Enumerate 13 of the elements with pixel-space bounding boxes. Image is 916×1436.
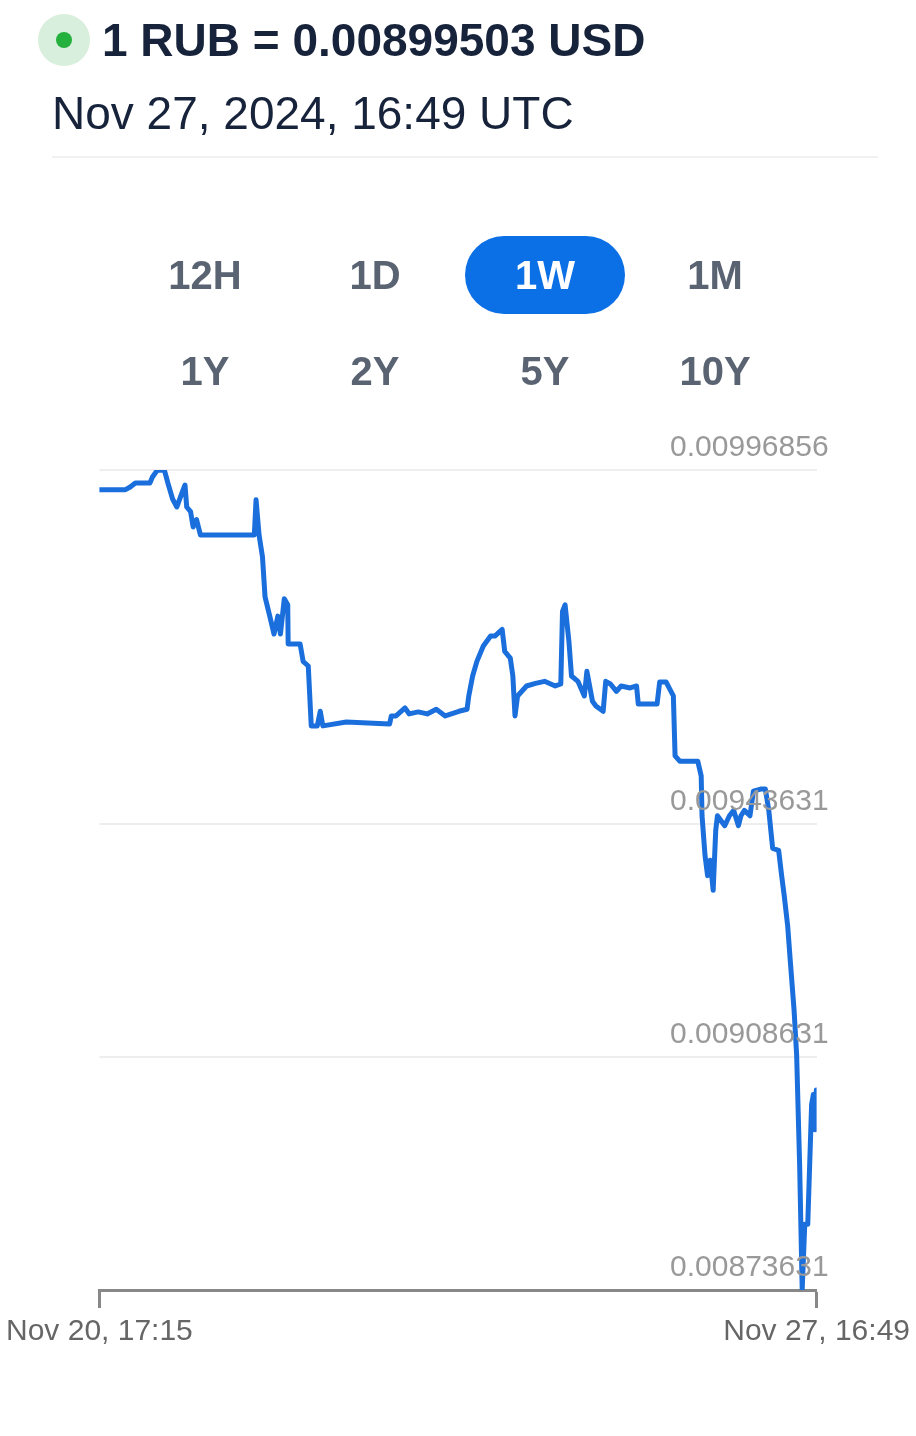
text: 12H: [167, 252, 243, 299]
chart-subtitle: Nov 27, 2024, 16:49 UTC: [52, 86, 878, 158]
text: 2Y: [349, 348, 401, 395]
y-tick-label: 0.00996856: [670, 429, 829, 463]
text: 5Y: [519, 348, 571, 395]
text: 1M: [686, 252, 744, 299]
text: 1W: [465, 236, 625, 314]
x-tick-label: Nov 20, 17:15: [6, 1313, 193, 1347]
chart-title: 1 RUB = 0.00899503 USD: [102, 13, 646, 67]
text: 1Y: [179, 348, 231, 395]
x-tick-label: Nov 27, 16:49: [723, 1313, 910, 1347]
text: 1D: [348, 252, 402, 299]
text: 10Y: [678, 348, 752, 395]
